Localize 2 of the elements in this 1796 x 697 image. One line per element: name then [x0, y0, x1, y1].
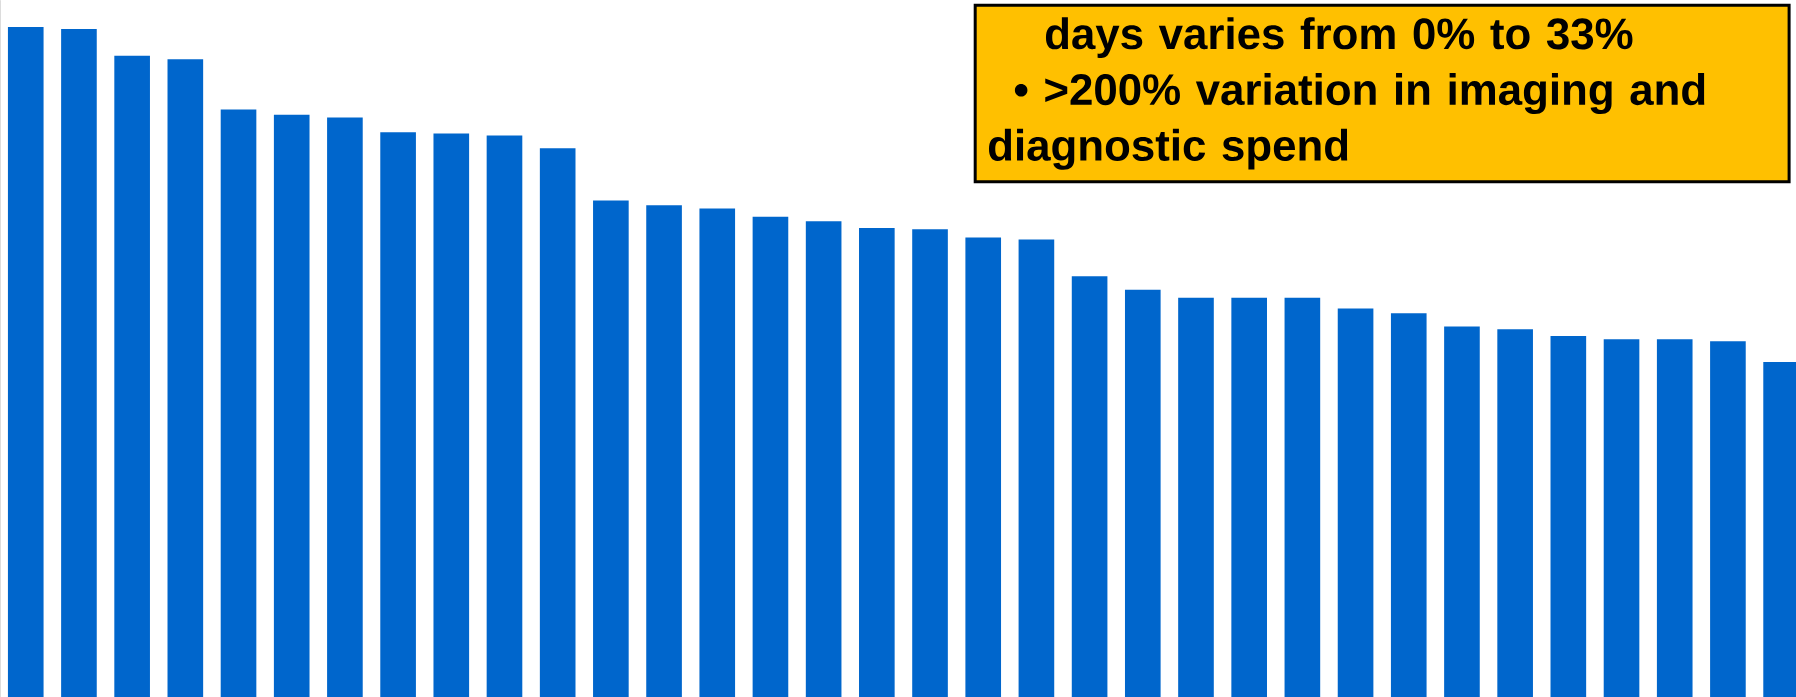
annotation: days varies from 0% to 33% — [1045, 17, 1633, 58]
annotation: • >200% variation in imaging and diagnostic spend — [988, 72, 1705, 170]
